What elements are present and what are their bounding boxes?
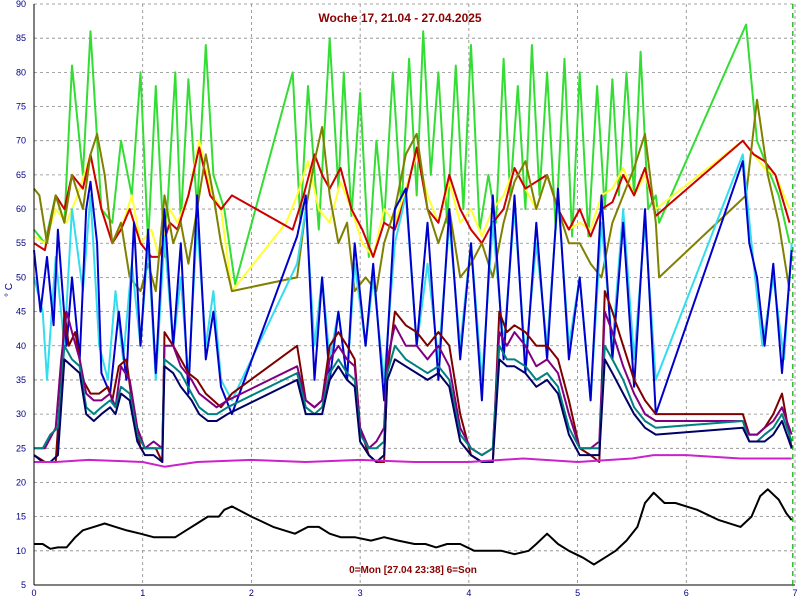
y-tick-label: 45 — [16, 307, 26, 317]
y-tick-label: 20 — [16, 477, 26, 487]
y-tick-label: 10 — [16, 546, 26, 556]
x-tick-label: 2 — [249, 588, 254, 598]
chart-footer: 0=Mon [27.04 23:38] 6=Son — [349, 565, 477, 576]
series-line-12 — [34, 488, 793, 566]
x-tick-label: 3 — [358, 588, 363, 598]
y-tick-label: 25 — [16, 443, 26, 453]
series-group — [33, 23, 793, 566]
axes — [33, 4, 795, 586]
y-tick-label: 90 — [16, 0, 26, 9]
x-tick-label: 6 — [684, 588, 689, 598]
series-line-4 — [33, 98, 791, 293]
y-tick-label: 75 — [16, 102, 26, 112]
y-tick-label: 5 — [21, 580, 26, 590]
series-line-8 — [34, 310, 793, 457]
y-tick-label: 70 — [16, 136, 26, 146]
series-line-1 — [33, 23, 791, 286]
y-tick-label: 65 — [16, 170, 26, 180]
y-tick-label: 35 — [16, 375, 26, 385]
x-tick-label: 4 — [466, 588, 471, 598]
y-tick-label: 50 — [16, 272, 26, 282]
series-line-11 — [34, 454, 792, 468]
y-tick-label: 15 — [16, 512, 26, 522]
y-tick-label: 55 — [16, 238, 26, 248]
y-tick-label: 80 — [16, 67, 26, 77]
x-tick-label: 1 — [140, 588, 145, 598]
y-tick-label: 30 — [16, 409, 26, 419]
series-line-9 — [34, 344, 793, 457]
x-tick-label: 7 — [792, 588, 797, 598]
series-line-10 — [33, 358, 793, 463]
y-axis-label: ° C — [4, 283, 15, 297]
y-tick-label: 85 — [16, 33, 26, 43]
chart-title: Woche 17, 21.04 - 27.04.2025 — [318, 11, 482, 25]
series-line-2 — [33, 139, 791, 293]
x-tick-label: 0 — [31, 588, 36, 598]
y-tick-label: 60 — [16, 204, 26, 214]
y-tick-label: 40 — [16, 341, 26, 351]
x-tick-label: 5 — [575, 588, 580, 598]
